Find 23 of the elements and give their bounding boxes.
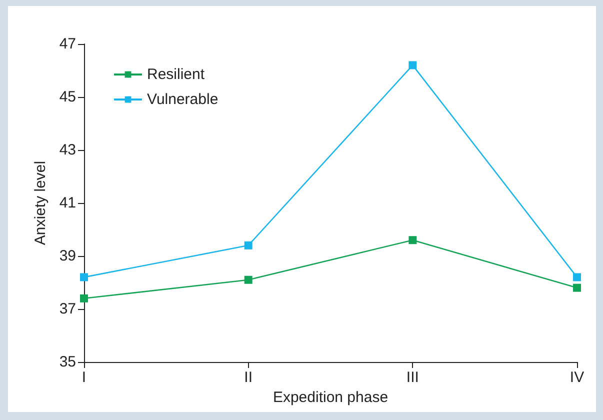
x-axis-title: Expedition phase [272, 389, 388, 406]
y-tick-label: 45 [59, 88, 76, 106]
point [80, 294, 88, 302]
x-tick-label: IV [570, 369, 584, 386]
point [408, 236, 417, 244]
x-tick-label: II [244, 369, 253, 386]
x-tick-label: I [82, 369, 86, 386]
y-tick-label: 37 [59, 300, 76, 318]
point [244, 276, 252, 284]
y-tick-label: 41 [59, 194, 76, 212]
point [244, 241, 252, 250]
legend-label: Resilient [147, 66, 206, 83]
y-tick-label: 47 [59, 36, 76, 52]
legend-label: Vulnerable [147, 91, 218, 108]
point [408, 61, 417, 70]
point [573, 284, 581, 292]
point [80, 273, 88, 282]
y-tick-label: 43 [59, 142, 76, 158]
x-tick-label: III [406, 369, 419, 386]
y-axis-title: Anxiety level [32, 160, 49, 246]
y-tick-label: 35 [59, 354, 76, 370]
point [573, 273, 581, 282]
y-tick-label: 39 [59, 248, 76, 264]
